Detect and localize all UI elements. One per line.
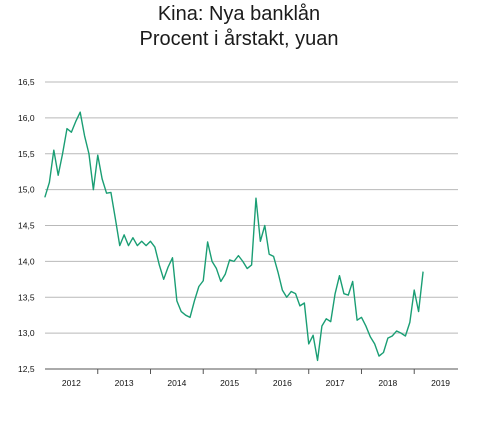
- y-tick-label: 16,5: [18, 77, 35, 87]
- y-tick-label: 13,5: [18, 292, 35, 302]
- x-tick-label: 2013: [115, 378, 134, 388]
- series-group: [44, 111, 424, 362]
- y-tick-label: 15,0: [18, 185, 35, 195]
- x-tick-label: 2014: [167, 378, 186, 388]
- y-tick-label: 12,5: [18, 364, 35, 374]
- x-tick-label: 2018: [378, 378, 397, 388]
- y-tick-label: 14,0: [18, 256, 35, 266]
- y-axis-ticks: 12,5 13,0 13,5 14,0 14,5 15,0 15,5 16,0 16,5: [18, 77, 35, 374]
- y-tick-label: 14,5: [18, 221, 35, 231]
- y-tick-label: 15,5: [18, 149, 35, 159]
- x-tick-label: 2019: [431, 378, 450, 388]
- x-axis: 2012 2013 2014 2015 2016 2017 2018 2019: [62, 369, 450, 388]
- gridlines: [45, 81, 458, 370]
- x-tick-label: 2017: [326, 378, 345, 388]
- chart-subtitle: Procent i årstakt, yuan: [139, 28, 339, 50]
- chart-title-block: Kina: Nya banklån Procent i årstakt, yua…: [0, 2, 478, 52]
- y-tick-label: 13,0: [18, 328, 35, 338]
- x-tick-label: 2012: [62, 378, 81, 388]
- chart-title: Kina: Nya banklån: [157, 3, 321, 25]
- x-tick-label: 2016: [273, 378, 292, 388]
- series-line: [44, 111, 424, 362]
- y-tick-label: 16,0: [18, 113, 35, 123]
- x-tick-label: 2015: [220, 378, 239, 388]
